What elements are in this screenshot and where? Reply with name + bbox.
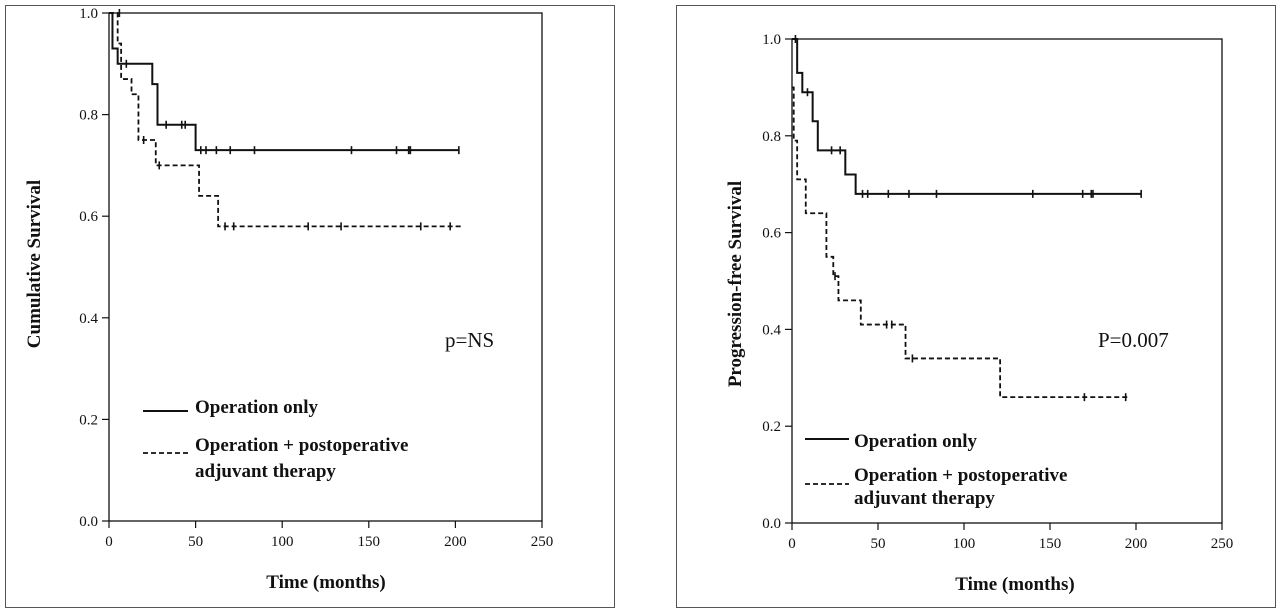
legend-label: Operation + postoperative bbox=[195, 435, 408, 456]
x-tick-label: 50 bbox=[188, 534, 203, 550]
x-axis-title: Time (months) bbox=[266, 572, 385, 593]
y-tick-label: 0.0 bbox=[79, 514, 98, 530]
x-tick-label: 0 bbox=[788, 536, 796, 552]
legend-label: adjuvant therapy bbox=[195, 461, 336, 482]
y-axis-title: Cumulative Survival bbox=[24, 180, 45, 348]
cumulative-survival-chart: 0 50 100 150 200 250 0.0 0.2 0.4 0.6 0.8 1.0 Time (m… bbox=[24, 6, 554, 593]
legend-label: Operation only bbox=[195, 397, 318, 418]
y-tick-label: 0.4 bbox=[79, 311, 98, 327]
y-tick-label: 0.8 bbox=[79, 108, 98, 124]
x-tick-label: 0 bbox=[105, 534, 113, 550]
series-operation-only-line bbox=[109, 12, 459, 152]
x-axis-title: Time (months) bbox=[955, 574, 1074, 595]
x-tick-label: 50 bbox=[871, 536, 886, 552]
progression-free-chart-panel: 0 50 100 150 200 250 0.0 0.2 0.4 0.6 0.8 1.0 Time (m… bbox=[676, 5, 1276, 608]
plot-frame bbox=[108, 12, 543, 522]
y-tick-label: 0.2 bbox=[79, 412, 98, 428]
y-tick-label: 0.4 bbox=[762, 322, 781, 338]
series-adjuvant-therapy-line bbox=[792, 86, 1130, 399]
x-tick-label: 100 bbox=[953, 536, 976, 552]
survival-chart-panel: 0 50 100 150 200 250 0.0 0.2 0.4 0.6 0.8 1.0 Time (m… bbox=[5, 5, 615, 608]
x-tick-label: 250 bbox=[1211, 536, 1234, 552]
p-value-annotation: p=NS bbox=[445, 328, 494, 352]
y-tick-label: 0.2 bbox=[762, 419, 781, 435]
y-tick-label: 1.0 bbox=[79, 6, 98, 22]
y-tick-label: 0.6 bbox=[79, 209, 98, 225]
legend-label: adjuvant therapy bbox=[854, 488, 995, 509]
y-tick-label: 0.6 bbox=[762, 226, 781, 242]
series-operation-only-line bbox=[792, 38, 1142, 195]
x-tick-label: 200 bbox=[444, 534, 467, 550]
plot-frame bbox=[791, 38, 1223, 524]
legend-label: Operation only bbox=[854, 431, 977, 452]
y-axis-title: Progression-free Survival bbox=[725, 181, 746, 387]
x-tick-label: 150 bbox=[1039, 536, 1062, 552]
x-tick-label: 150 bbox=[358, 534, 381, 550]
y-tick-label: 1.0 bbox=[762, 32, 781, 48]
x-tick-label: 100 bbox=[271, 534, 294, 550]
series-adjuvant-therapy-line bbox=[109, 12, 463, 228]
y-tick-label: 0.8 bbox=[762, 129, 781, 145]
x-tick-label: 200 bbox=[1125, 536, 1148, 552]
legend-label: Operation + postoperative bbox=[854, 465, 1067, 486]
y-tick-label: 0.0 bbox=[762, 516, 781, 532]
p-value-annotation: P=0.007 bbox=[1098, 328, 1169, 352]
x-tick-label: 250 bbox=[531, 534, 554, 550]
progression-free-survival-chart: 0 50 100 150 200 250 0.0 0.2 0.4 0.6 0.8 1.0 Time (m… bbox=[725, 32, 1234, 595]
